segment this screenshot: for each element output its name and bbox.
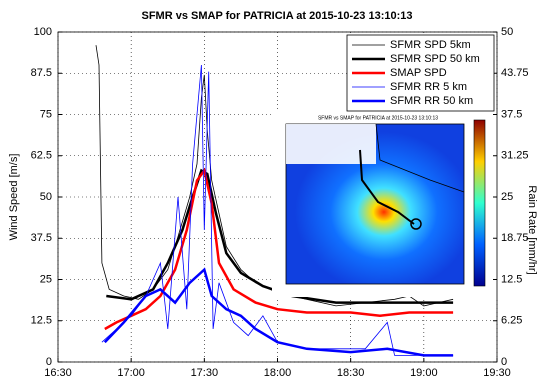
x-tick-label: 17:30	[191, 367, 219, 379]
y2-tick-label: 18.75	[501, 232, 529, 244]
y-tick-label: 50	[40, 191, 52, 203]
chart: SFMR vs SMAP for PATRICIA at 2015-10-23 …	[0, 0, 539, 389]
y-tick-label: 37.5	[31, 232, 52, 244]
y2-axis-label: Rain Rate [mm/hr]	[526, 185, 538, 274]
inset-title: SFMR vs SMAP for PATRICIA at 2015-10-23 …	[318, 115, 438, 121]
legend-label: SMAP SPD	[390, 67, 447, 79]
x-tick-label: 18:30	[337, 367, 365, 379]
y-tick-label: 87.5	[31, 67, 52, 79]
inset-map: SFMR vs SMAP for PATRICIA at 2015-10-23 …	[272, 112, 498, 297]
inset-land	[286, 124, 376, 164]
inset-colorbar	[474, 120, 485, 286]
y-tick-label: 75	[40, 108, 52, 120]
y2-tick-label: 6.25	[501, 315, 522, 327]
chart-title: SFMR vs SMAP for PATRICIA at 2015-10-23 …	[141, 10, 412, 22]
legend-label: SFMR RR 5 km	[390, 81, 467, 93]
legend-label: SFMR SPD 5km	[390, 39, 471, 51]
y2-tick-label: 43.75	[501, 67, 529, 79]
y-tick-label: 62.5	[31, 150, 52, 162]
x-tick-label: 18:00	[264, 367, 292, 379]
y-tick-label: 25	[40, 273, 52, 285]
y2-tick-label: 12.5	[501, 273, 522, 285]
legend-label: SFMR SPD 50 km	[390, 53, 480, 65]
y-axis-label: Wind Speed [m/s]	[8, 154, 20, 241]
legend-label: SFMR RR 50 km	[390, 95, 473, 107]
y-tick-label: 12.5	[31, 315, 52, 327]
legend: SFMR SPD 5km SFMR SPD 50 km SMAP SPD SFMR R…	[347, 35, 494, 111]
x-tick-label: 19:00	[410, 367, 438, 379]
y2-tick-label: 37.5	[501, 108, 522, 120]
y2-tick-label: 50	[501, 26, 513, 38]
y2-tick-label: 25	[501, 191, 513, 203]
y-tick-label: 100	[34, 26, 52, 38]
x-tick-label: 16:30	[44, 367, 72, 379]
x-tick-label: 19:30	[483, 367, 511, 379]
y2-tick-label: 31.25	[501, 150, 529, 162]
x-tick-label: 17:00	[117, 367, 145, 379]
